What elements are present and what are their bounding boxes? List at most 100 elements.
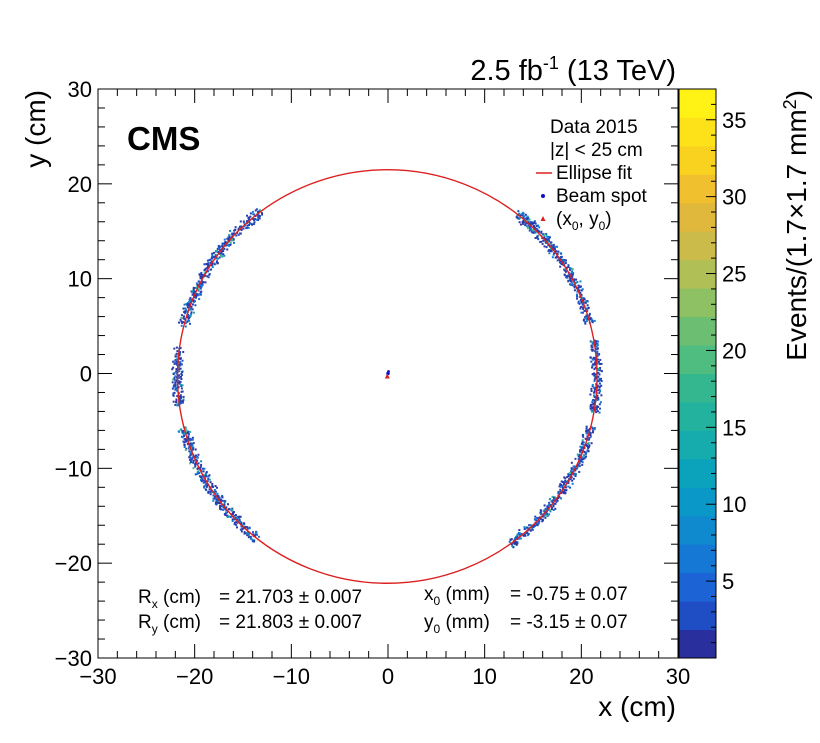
ring-hit	[188, 319, 191, 322]
ring-hit	[571, 282, 574, 285]
ring-hit	[564, 492, 567, 495]
ring-hit	[585, 455, 588, 458]
ring-hit	[553, 252, 556, 255]
ring-hit	[219, 507, 222, 510]
ring-hit	[569, 478, 572, 481]
ring-hit	[552, 508, 555, 511]
colorbar-segment	[679, 430, 716, 460]
ring-hit	[592, 386, 595, 389]
ring-hit	[246, 224, 249, 227]
ring-hit	[551, 495, 554, 498]
figure-background	[9, 42, 810, 725]
ring-hit	[568, 276, 571, 279]
ring-hit	[591, 319, 594, 322]
ring-hit	[584, 309, 587, 312]
ring-hit	[233, 518, 236, 521]
ring-hit	[596, 347, 599, 350]
ring-hit	[585, 429, 588, 432]
ring-hit	[201, 283, 204, 286]
ring-hit	[546, 235, 549, 238]
ring-hit	[239, 515, 242, 518]
ring-hit	[189, 430, 192, 433]
ring-hit	[536, 236, 539, 239]
ring-hit	[229, 241, 232, 244]
ring-hit	[599, 369, 602, 372]
ring-hit	[219, 254, 222, 257]
ring-hit	[192, 461, 195, 464]
ring-hit	[246, 527, 249, 530]
colorbar-segment	[679, 89, 716, 118]
ring-hit	[227, 515, 230, 518]
colorbar-segment	[679, 259, 716, 289]
ring-hit	[534, 515, 537, 518]
ring-hit	[175, 387, 178, 390]
ring-hit	[189, 299, 192, 302]
ring-hit	[242, 220, 245, 223]
ring-hit	[551, 246, 554, 249]
ring-hit	[594, 361, 597, 364]
ring-hit	[175, 370, 178, 373]
ring-hit	[598, 382, 601, 385]
ring-hit	[559, 261, 562, 264]
ring-hit	[220, 244, 223, 247]
ring-hit	[545, 514, 548, 517]
ring-hit	[593, 428, 596, 431]
ring-hit	[182, 315, 185, 318]
rx-sub: x	[152, 597, 158, 611]
ring-hit	[240, 522, 243, 525]
colorbar-title-sup: 2	[780, 99, 800, 109]
ring-hit	[172, 394, 175, 397]
ring-hit	[593, 375, 596, 378]
ring-hit	[596, 396, 599, 399]
ring-hit	[211, 491, 214, 494]
ring-hit	[598, 385, 601, 388]
ring-hit	[178, 354, 181, 357]
ring-hit	[571, 479, 574, 482]
ring-hit	[192, 286, 195, 289]
y-tick-label: 20	[68, 172, 92, 197]
ring-hit	[518, 221, 521, 224]
ring-hit	[180, 320, 183, 323]
colorbar-tick-label: 30	[722, 185, 746, 210]
ring-hit	[582, 319, 585, 322]
ring-hit	[540, 513, 543, 516]
ring-hit	[566, 476, 569, 479]
ring-hit	[582, 299, 585, 302]
ring-hit	[239, 225, 242, 228]
ring-hit	[580, 447, 583, 450]
ring-hit	[586, 309, 589, 312]
x0-unit: (mm)	[440, 584, 490, 605]
ring-hit	[554, 245, 557, 248]
ring-hit	[185, 447, 188, 450]
ring-hit	[255, 218, 258, 221]
ring-hit	[570, 470, 573, 473]
ring-hit	[589, 435, 592, 438]
ring-hit	[231, 518, 234, 521]
ring-hit	[206, 259, 209, 262]
ring-hit	[204, 281, 207, 284]
ring-hit	[249, 537, 252, 540]
ring-hit	[178, 368, 181, 371]
ring-hit	[214, 491, 217, 494]
ring-hit	[222, 508, 225, 511]
ring-hit	[205, 262, 208, 265]
ring-hit	[216, 257, 219, 260]
ring-hit	[517, 210, 520, 213]
ring-hit	[570, 283, 573, 286]
ring-hit	[561, 484, 564, 487]
ring-hit	[256, 219, 259, 222]
ring-hit	[533, 220, 536, 223]
lumi-label: 2.5 fb-1 (13 TeV)	[470, 53, 676, 87]
ring-hit	[528, 222, 531, 225]
ring-hit	[220, 500, 223, 503]
ring-hit	[591, 400, 594, 403]
ring-hit	[235, 234, 238, 237]
ring-hit	[555, 500, 558, 503]
ring-hit	[600, 377, 603, 380]
ring-hit	[560, 263, 563, 266]
ring-hit	[238, 515, 241, 518]
ring-hit	[581, 441, 584, 444]
ring-hit	[180, 314, 183, 317]
ring-hit	[581, 443, 584, 446]
ring-hit	[552, 253, 555, 256]
